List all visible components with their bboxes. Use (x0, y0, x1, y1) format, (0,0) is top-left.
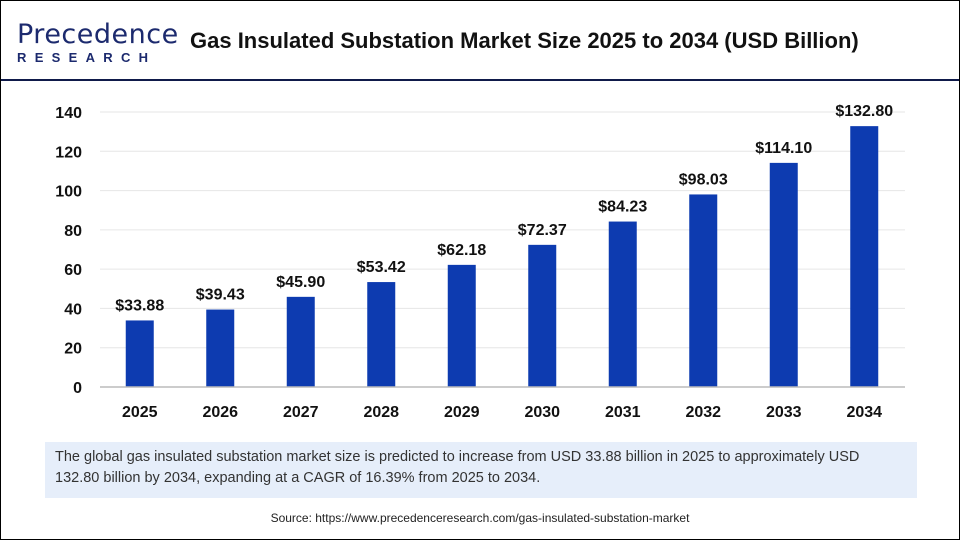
bar-2028 (367, 282, 396, 387)
summary-note: The global gas insulated substation mark… (45, 442, 917, 498)
bar-2026 (206, 309, 235, 387)
data-label: $84.23 (598, 199, 647, 216)
header-divider (1, 79, 959, 81)
x-tick-label: 2031 (605, 404, 641, 421)
bar-2031 (608, 221, 637, 387)
bar-2025 (125, 320, 154, 387)
x-tick-label: 2028 (363, 404, 399, 421)
logo: Precedence RESEARCH (17, 19, 179, 65)
data-label: $33.88 (115, 297, 164, 314)
y-tick-label: 0 (73, 380, 82, 397)
data-label: $62.18 (437, 242, 486, 259)
logo-bottom: RESEARCH (17, 50, 157, 65)
logo-top: Precedence (17, 19, 179, 50)
chart-title: Gas Insulated Substation Market Size 202… (190, 28, 859, 53)
data-label: $114.10 (755, 140, 812, 157)
y-tick-label: 80 (64, 223, 82, 240)
y-tick-label: 40 (64, 301, 82, 318)
x-tick-label: 2027 (283, 404, 319, 421)
bar-2029 (447, 264, 476, 387)
x-tick-label: 2034 (846, 404, 882, 421)
y-tick-label: 20 (64, 341, 82, 358)
data-label: $39.43 (196, 287, 245, 304)
data-label: $72.37 (518, 222, 567, 239)
bar-2032 (689, 194, 718, 387)
data-label: $53.42 (357, 259, 406, 276)
x-tick-label: 2033 (766, 404, 802, 421)
bar-2033 (769, 162, 798, 387)
y-tick-label: 100 (55, 184, 82, 201)
bar-2030 (528, 244, 557, 387)
x-tick-label: 2032 (685, 404, 721, 421)
x-tick-label: 2026 (202, 404, 238, 421)
bar-2027 (286, 296, 315, 387)
y-tick-label: 140 (55, 105, 82, 122)
data-label: $45.90 (276, 274, 325, 291)
data-label: $98.03 (679, 171, 728, 188)
y-tick-label: 120 (55, 144, 82, 161)
x-tick-label: 2025 (122, 404, 158, 421)
y-tick-label: 60 (64, 262, 82, 279)
source-text: Source: https://www.precedenceresearch.c… (270, 511, 690, 525)
data-label: $132.80 (835, 103, 893, 120)
x-tick-label: 2029 (444, 404, 480, 421)
bar-2034 (850, 126, 879, 388)
x-tick-label: 2030 (524, 404, 560, 421)
